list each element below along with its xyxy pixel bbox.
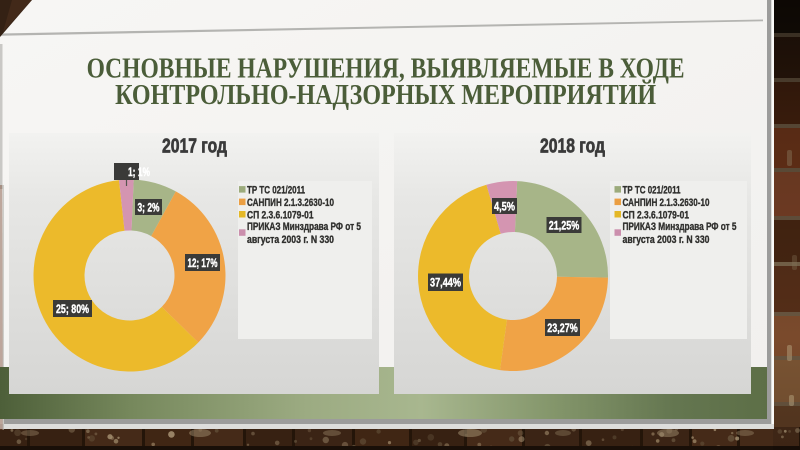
svg-text:СП 2.3.6.1079-01: СП 2.3.6.1079-01	[247, 209, 314, 221]
svg-text:САНПИН 2.1.3.2630-10: САНПИН 2.1.3.2630-10	[623, 197, 710, 209]
svg-text:12; 17%: 12; 17%	[188, 256, 218, 270]
svg-text:августа 2003 г. N 330: августа 2003 г. N 330	[623, 234, 710, 246]
svg-text:1; 1%: 1; 1%	[128, 165, 150, 179]
svg-text:ТР ТС 021/2011: ТР ТС 021/2011	[623, 185, 681, 197]
svg-text:августа 2003 г. N 330: августа 2003 г. N 330	[247, 234, 334, 246]
svg-text:ПРИКАЗ Минздрава РФ от 5: ПРИКАЗ Минздрава РФ от 5	[623, 221, 737, 233]
svg-text:37,44%: 37,44%	[430, 276, 461, 290]
svg-text:25; 80%: 25; 80%	[56, 302, 89, 316]
svg-text:23,27%: 23,27%	[547, 321, 578, 335]
svg-text:2018 год: 2018 год	[540, 136, 605, 158]
svg-text:3; 2%: 3; 2%	[138, 200, 160, 214]
svg-text:СП 2.3.6.1079-01: СП 2.3.6.1079-01	[623, 209, 690, 221]
svg-text:2017 год: 2017 год	[162, 136, 227, 158]
svg-text:САНПИН 2.1.3.2630-10: САНПИН 2.1.3.2630-10	[247, 197, 334, 209]
svg-text:4,5%: 4,5%	[494, 199, 515, 213]
svg-text:КОНТРОЛЬНО-НАДЗОРНЫХ МЕРОПРИЯТ: КОНТРОЛЬНО-НАДЗОРНЫХ МЕРОПРИЯТИЙ	[115, 80, 656, 111]
svg-text:ОСНОВНЫЕ НАРУШЕНИЯ, ВЫЯВЛЯЕМЫЕ: ОСНОВНЫЕ НАРУШЕНИЯ, ВЫЯВЛЯЕМЫЕ В ХОДЕ	[87, 54, 685, 85]
svg-text:ТР ТС 021/2011: ТР ТС 021/2011	[247, 185, 305, 197]
svg-text:21,25%: 21,25%	[549, 218, 580, 232]
svg-text:ПРИКАЗ Минздрава РФ от 5: ПРИКАЗ Минздрава РФ от 5	[247, 221, 361, 233]
